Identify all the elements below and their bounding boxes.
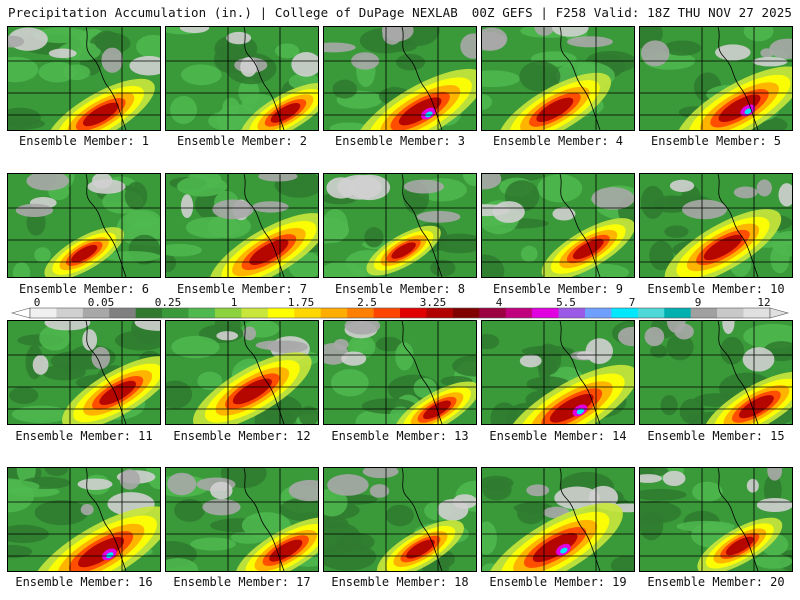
colorbar-swatch [452,308,480,318]
ensemble-member-label: Ensemble Member: 14 [489,429,627,443]
ensemble-member-label: Ensemble Member: 20 [647,575,785,589]
model-valid-time: 00Z GEFS | F258 Valid: 18Z THU NOV 27 20… [471,5,792,20]
colorbar-swatch [347,308,374,318]
ensemble-member-map [165,320,319,425]
colorbar-tick-label: 5.5 [556,296,576,309]
colorbar [10,307,790,319]
colorbar-swatch [188,308,216,318]
ensemble-member-map [481,467,635,572]
ensemble-member-map [481,320,635,425]
map-title: Precipitation Accumulation (in.) | Colle… [8,5,458,20]
ensemble-member-label: Ensemble Member: 15 [647,429,785,443]
colorbar-swatch [611,308,639,318]
ensemble-member-map [481,173,635,278]
ensemble-member-map [323,320,477,425]
ensemble-member-map [7,26,161,131]
colorbar-tick-label: 2.5 [357,296,377,309]
ensemble-member-label: Ensemble Member: 9 [492,282,624,296]
colorbar-swatch [56,308,84,318]
colorbar-swatch [479,308,507,318]
colorbar-swatch [135,308,163,318]
ensemble-member-map [639,467,793,572]
ensemble-member-label: Ensemble Member: 16 [15,575,153,589]
ensemble-member-label: Ensemble Member: 19 [489,575,627,589]
colorbar-max-arrow [769,307,790,319]
colorbar-swatch [664,308,692,318]
ensemble-member-label: Ensemble Member: 12 [173,429,311,443]
colorbar-tick-label: 9 [694,296,702,309]
colorbar-swatch [267,308,295,318]
colorbar-swatch [426,308,454,318]
colorbar-swatch [585,308,612,318]
colorbar-swatch [532,308,559,318]
colorbar-tick-label: 1.75 [287,296,315,309]
ensemble-member-map [323,467,477,572]
ensemble-member-map [639,26,793,131]
colorbar-tick-label: 0.05 [87,296,115,309]
colorbar-swatch [637,308,665,318]
ensemble-member-label: Ensemble Member: 18 [331,575,469,589]
ensemble-member-map [639,173,793,278]
ensemble-member-label: Ensemble Member: 3 [334,134,466,148]
ensemble-member-label: Ensemble Member: 17 [173,575,311,589]
ensemble-member-map [165,26,319,131]
ensemble-member-label: Ensemble Member: 10 [647,282,785,296]
colorbar-swatch [717,308,744,318]
colorbar-tick-label: 0 [33,296,41,309]
colorbar-swatch [373,308,401,318]
colorbar-swatch [82,308,110,318]
colorbar-swatch [743,308,771,318]
ensemble-member-label: Ensemble Member: 4 [492,134,624,148]
ensemble-member-map [165,173,319,278]
ensemble-member-map [323,173,477,278]
ensemble-member-label: Ensemble Member: 8 [334,282,466,296]
colorbar-swatch [162,308,189,318]
colorbar-tick-label: 12 [757,296,771,309]
ensemble-member-map [7,173,161,278]
ensemble-member-map [639,320,793,425]
colorbar-min-arrow [10,307,31,319]
ensemble-member-map [323,26,477,131]
colorbar-tick-label: 1 [230,296,238,309]
colorbar-tick-label: 7 [628,296,636,309]
colorbar-swatch [109,308,137,318]
ensemble-member-label: Ensemble Member: 7 [176,282,308,296]
colorbar-swatch [558,308,586,318]
ensemble-member-map [481,26,635,131]
colorbar-swatch [241,308,269,318]
ensemble-member-label: Ensemble Member: 11 [15,429,153,443]
colorbar-tick-label: 4 [495,296,503,309]
colorbar-swatch [294,308,322,318]
ensemble-member-map [7,320,161,425]
ensemble-member-label: Ensemble Member: 13 [331,429,469,443]
colorbar-swatch [690,308,718,318]
colorbar-swatch [400,308,427,318]
colorbar-tick-label: 3.25 [419,296,447,309]
ensemble-member-map [7,467,161,572]
ensemble-member-map [165,467,319,572]
ensemble-member-label: Ensemble Member: 2 [176,134,308,148]
colorbar-swatch [320,308,348,318]
ensemble-member-label: Ensemble Member: 6 [18,282,150,296]
ensemble-member-label: Ensemble Member: 5 [650,134,782,148]
colorbar-tick-label: 0.25 [154,296,182,309]
colorbar-swatch [30,308,57,318]
colorbar-swatch [215,308,242,318]
ensemble-member-label: Ensemble Member: 1 [18,134,150,148]
colorbar-swatch [505,308,533,318]
